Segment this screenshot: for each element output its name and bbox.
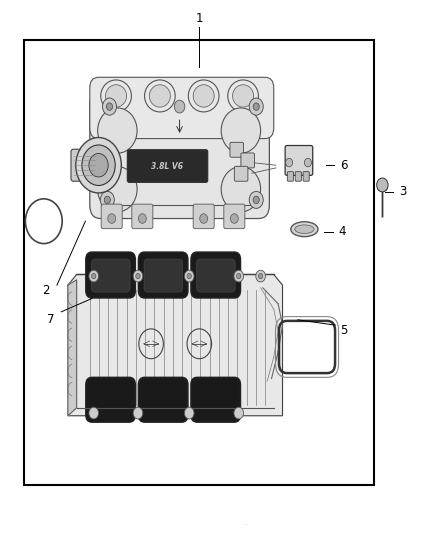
- Ellipse shape: [98, 108, 137, 153]
- Ellipse shape: [106, 85, 127, 107]
- Circle shape: [133, 407, 143, 419]
- FancyBboxPatch shape: [132, 204, 153, 229]
- Circle shape: [234, 270, 244, 282]
- Circle shape: [82, 145, 115, 185]
- Circle shape: [89, 407, 99, 419]
- Ellipse shape: [149, 85, 170, 107]
- Circle shape: [138, 214, 146, 223]
- Text: 1: 1: [195, 12, 203, 25]
- FancyBboxPatch shape: [71, 149, 99, 181]
- Circle shape: [249, 98, 263, 115]
- Circle shape: [136, 273, 140, 279]
- FancyBboxPatch shape: [90, 91, 269, 219]
- Ellipse shape: [101, 80, 131, 112]
- Circle shape: [89, 270, 99, 282]
- FancyBboxPatch shape: [127, 150, 208, 182]
- FancyBboxPatch shape: [241, 153, 254, 168]
- FancyBboxPatch shape: [295, 172, 301, 181]
- Ellipse shape: [98, 166, 137, 212]
- Ellipse shape: [145, 80, 175, 112]
- Circle shape: [200, 214, 208, 223]
- Circle shape: [184, 407, 194, 419]
- Circle shape: [184, 270, 194, 282]
- FancyBboxPatch shape: [90, 77, 274, 139]
- Ellipse shape: [193, 85, 214, 107]
- Text: 7: 7: [46, 313, 54, 326]
- FancyBboxPatch shape: [138, 252, 188, 298]
- Ellipse shape: [233, 85, 254, 107]
- Circle shape: [89, 154, 108, 177]
- Polygon shape: [68, 274, 283, 416]
- FancyBboxPatch shape: [138, 377, 188, 422]
- Circle shape: [133, 270, 143, 282]
- Circle shape: [286, 158, 293, 167]
- Circle shape: [100, 191, 114, 208]
- Ellipse shape: [228, 80, 258, 112]
- Text: 6: 6: [340, 159, 348, 172]
- FancyBboxPatch shape: [191, 252, 240, 298]
- FancyBboxPatch shape: [101, 204, 122, 229]
- Bar: [24, 40, 374, 485]
- Text: 5: 5: [340, 324, 347, 337]
- Ellipse shape: [291, 222, 318, 237]
- FancyBboxPatch shape: [193, 204, 214, 229]
- FancyBboxPatch shape: [86, 252, 135, 298]
- Circle shape: [304, 158, 311, 167]
- Circle shape: [104, 196, 110, 204]
- Text: 3.8L V6: 3.8L V6: [151, 162, 184, 171]
- Ellipse shape: [188, 80, 219, 112]
- Circle shape: [249, 191, 263, 208]
- Ellipse shape: [221, 166, 261, 212]
- FancyBboxPatch shape: [144, 259, 183, 292]
- Circle shape: [256, 270, 265, 282]
- Polygon shape: [68, 280, 77, 416]
- Circle shape: [253, 196, 259, 204]
- Circle shape: [187, 273, 191, 279]
- FancyBboxPatch shape: [230, 142, 244, 157]
- FancyBboxPatch shape: [92, 259, 130, 292]
- FancyBboxPatch shape: [197, 259, 235, 292]
- Ellipse shape: [295, 225, 314, 233]
- Ellipse shape: [221, 108, 261, 153]
- Text: 3: 3: [399, 185, 406, 198]
- Circle shape: [253, 103, 259, 110]
- Circle shape: [92, 273, 96, 279]
- Circle shape: [174, 100, 185, 113]
- Circle shape: [102, 98, 117, 115]
- Circle shape: [237, 273, 241, 279]
- FancyBboxPatch shape: [191, 377, 240, 422]
- FancyBboxPatch shape: [234, 166, 248, 181]
- Circle shape: [258, 273, 263, 279]
- Circle shape: [230, 214, 238, 223]
- Circle shape: [76, 138, 121, 193]
- Circle shape: [106, 103, 113, 110]
- Text: 4: 4: [338, 225, 346, 238]
- Ellipse shape: [378, 185, 387, 191]
- Text: 2: 2: [42, 284, 50, 297]
- FancyBboxPatch shape: [86, 377, 135, 422]
- Circle shape: [234, 407, 244, 419]
- Text: .: .: [244, 520, 247, 527]
- FancyBboxPatch shape: [285, 146, 313, 175]
- FancyBboxPatch shape: [303, 172, 309, 181]
- FancyBboxPatch shape: [224, 204, 245, 229]
- Circle shape: [377, 178, 388, 192]
- FancyBboxPatch shape: [287, 172, 293, 181]
- Circle shape: [108, 214, 116, 223]
